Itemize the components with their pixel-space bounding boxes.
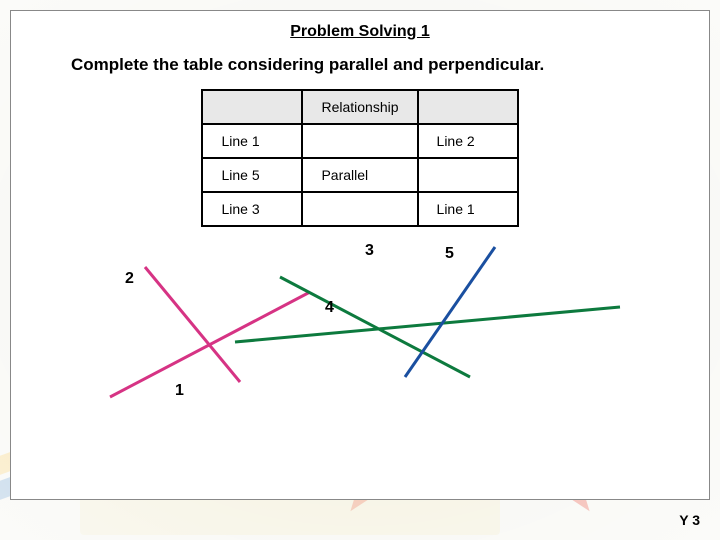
diagram-label-1: 1 — [175, 382, 184, 400]
diagram-label-4: 4 — [325, 299, 334, 317]
instruction-text: Complete the table considering parallel … — [71, 55, 689, 75]
table-cell: Line 1 — [202, 124, 302, 158]
table-row: Relationship — [202, 90, 517, 124]
diagram-label-5: 5 — [445, 245, 454, 263]
diagram-line-4 — [235, 307, 620, 342]
slide-title: Problem Solving 1 — [31, 23, 689, 41]
table-row: Line 5 Parallel — [202, 158, 517, 192]
diagram-line-2 — [145, 267, 240, 382]
table-cell: Line 5 — [202, 158, 302, 192]
diagram-label-3: 3 — [365, 242, 374, 260]
diagram-line-3 — [280, 277, 470, 377]
table-row: Line 3 Line 1 — [202, 192, 517, 226]
diagram-label-2: 2 — [125, 270, 134, 288]
slide-frame: Problem Solving 1 Complete the table con… — [10, 10, 710, 500]
header-cell: Relationship — [302, 90, 417, 124]
table-cell: Line 2 — [418, 124, 518, 158]
table-cell — [302, 124, 417, 158]
lines-diagram: 1 2 3 4 5 — [80, 237, 640, 407]
relationship-table: Relationship Line 1 Line 2 Line 5 Parall… — [201, 89, 518, 227]
table-cell — [418, 158, 518, 192]
table-cell: Line 1 — [418, 192, 518, 226]
table-cell: Parallel — [302, 158, 417, 192]
header-cell — [202, 90, 302, 124]
diagram-svg — [80, 237, 640, 407]
diagram-line-5 — [405, 247, 495, 377]
table-cell: Line 3 — [202, 192, 302, 226]
footer-label: Y 3 — [679, 512, 700, 528]
table-cell — [302, 192, 417, 226]
header-cell — [418, 90, 518, 124]
table-row: Line 1 Line 2 — [202, 124, 517, 158]
